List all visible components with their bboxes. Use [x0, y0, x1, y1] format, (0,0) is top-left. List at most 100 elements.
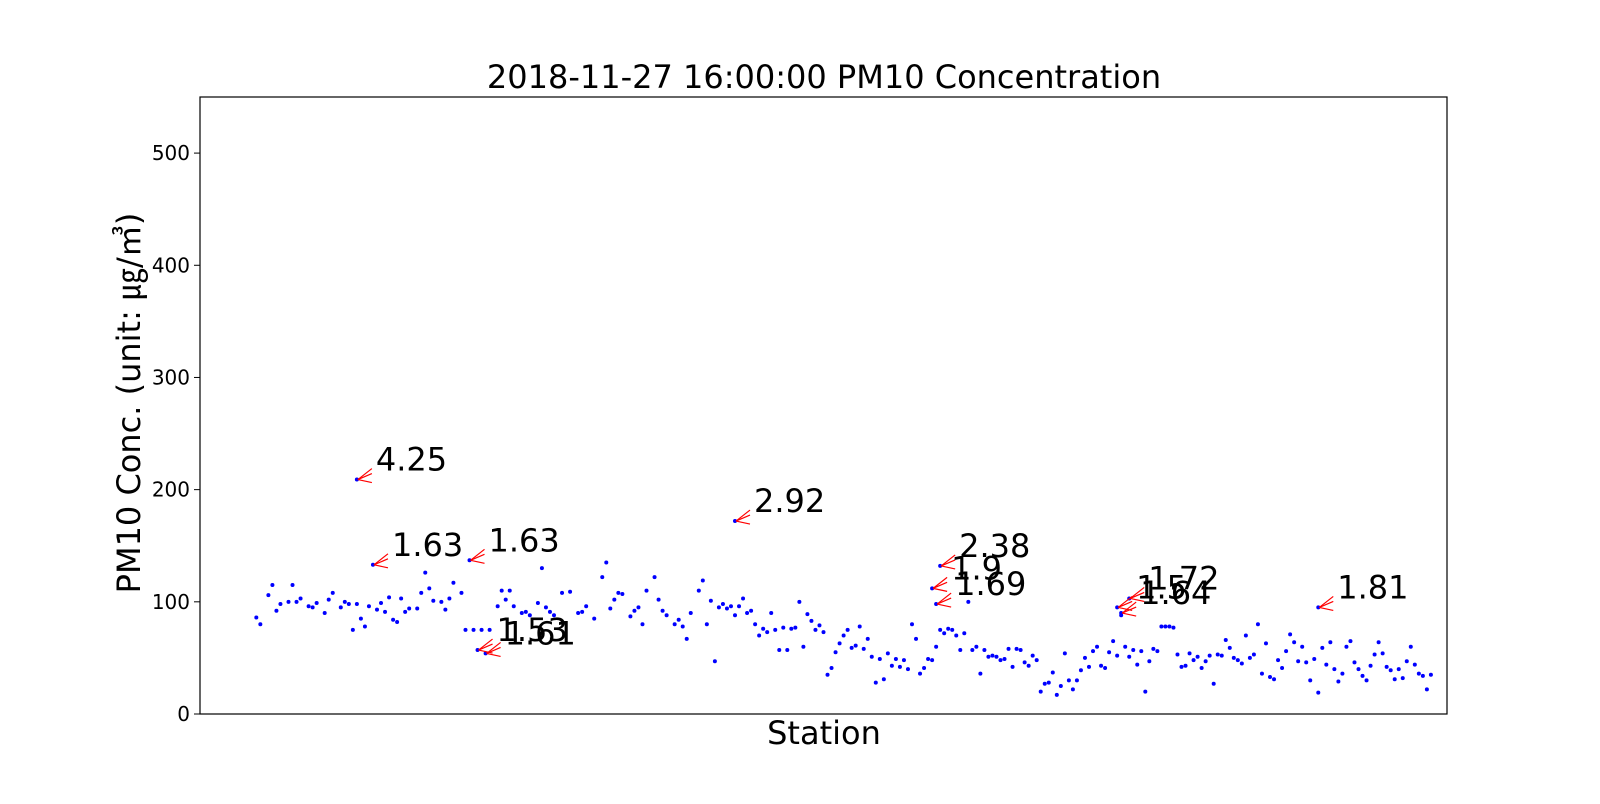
data-point: [781, 625, 786, 630]
data-point: [881, 677, 886, 682]
data-point: [270, 582, 275, 587]
annotation-arrow-head: [478, 649, 493, 654]
data-point: [1296, 659, 1301, 664]
data-point: [644, 588, 649, 593]
y-tick-label: 500: [152, 141, 190, 165]
data-point: [439, 599, 444, 604]
data-point: [724, 606, 729, 611]
data-point: [399, 596, 404, 601]
data-point: [1191, 658, 1196, 663]
data-point: [608, 606, 613, 611]
data-point: [1352, 660, 1357, 665]
data-point: [475, 648, 480, 653]
annotation-arrow-head: [373, 564, 389, 569]
annotation-arrow-shaft: [936, 597, 952, 605]
annotation-arrow-head: [470, 548, 485, 561]
data-point: [294, 599, 299, 604]
data-point: [1292, 640, 1297, 645]
annotation-label: 4.25: [376, 441, 447, 479]
data-point: [499, 588, 504, 593]
data-point: [942, 631, 947, 636]
data-points: [254, 477, 1433, 697]
data-point: [1320, 645, 1325, 650]
data-point: [1288, 632, 1293, 637]
data-point: [640, 622, 645, 627]
data-point: [1070, 687, 1075, 692]
data-point: [1135, 662, 1140, 667]
data-point: [483, 651, 488, 656]
data-point: [1215, 652, 1220, 657]
annotation-arrow-head: [936, 592, 952, 605]
y-tick-label: 300: [152, 365, 190, 389]
data-point: [374, 607, 379, 612]
data-point: [1115, 653, 1120, 658]
data-point: [342, 599, 347, 604]
data-point: [1103, 666, 1108, 671]
data-point: [1187, 651, 1192, 656]
data-point: [1111, 639, 1116, 644]
data-point: [266, 593, 271, 598]
data-point: [350, 627, 355, 632]
annotation-arrow-head: [932, 576, 948, 589]
data-point: [905, 667, 910, 672]
data-point: [1095, 644, 1100, 649]
data-point: [954, 633, 959, 638]
data-point: [1376, 640, 1381, 645]
annotation-arrow-head: [478, 638, 493, 651]
annotation-arrow-head: [470, 559, 485, 564]
data-point: [1227, 645, 1232, 650]
data-point: [479, 627, 484, 632]
data-point: [1034, 658, 1039, 663]
data-point: [1243, 633, 1248, 638]
data-point: [278, 602, 283, 607]
annotation-arrow-head: [1117, 595, 1133, 608]
data-point: [1255, 622, 1260, 627]
data-point: [290, 582, 295, 587]
data-point: [1151, 646, 1156, 651]
data-point: [1091, 649, 1096, 654]
data-point: [632, 608, 637, 613]
data-point: [930, 586, 935, 591]
data-point: [1147, 659, 1152, 664]
data-point: [938, 627, 943, 632]
annotation-label: 1.63: [489, 521, 560, 559]
data-point: [1251, 652, 1256, 657]
data-point: [877, 657, 882, 662]
annotation-arrow-head: [373, 553, 389, 566]
data-point: [580, 609, 585, 614]
data-point: [1018, 648, 1023, 653]
data-point: [656, 597, 661, 602]
data-point: [535, 600, 540, 605]
data-point: [1123, 644, 1128, 649]
data-point: [761, 626, 766, 631]
data-point: [1155, 649, 1160, 654]
data-point: [576, 611, 581, 616]
data-point: [1223, 637, 1228, 642]
annotation-arrow-shaft: [1117, 600, 1133, 608]
data-point: [745, 611, 750, 616]
data-point: [845, 627, 850, 632]
data-point: [1272, 677, 1277, 682]
data-point: [817, 623, 822, 628]
data-point: [1179, 664, 1184, 669]
data-point: [733, 519, 738, 524]
data-point: [314, 600, 319, 605]
data-point: [254, 615, 259, 620]
data-point: [600, 575, 605, 580]
data-point: [833, 650, 838, 655]
data-point: [547, 609, 552, 614]
data-point: [676, 617, 681, 622]
annotation-arrow-head: [932, 587, 948, 592]
data-point: [958, 648, 963, 653]
annotation-label: 1.61: [505, 614, 576, 652]
annotation-label: 1.63: [392, 526, 463, 564]
data-point: [1276, 658, 1281, 663]
data-point: [918, 671, 923, 676]
data-point: [612, 597, 617, 602]
annotation-arrow-head: [1118, 606, 1133, 612]
data-point: [1115, 605, 1120, 610]
annotation-arrow-head: [735, 509, 751, 522]
data-point: [1163, 624, 1168, 629]
data-point: [1328, 640, 1333, 645]
data-point: [1412, 662, 1417, 667]
